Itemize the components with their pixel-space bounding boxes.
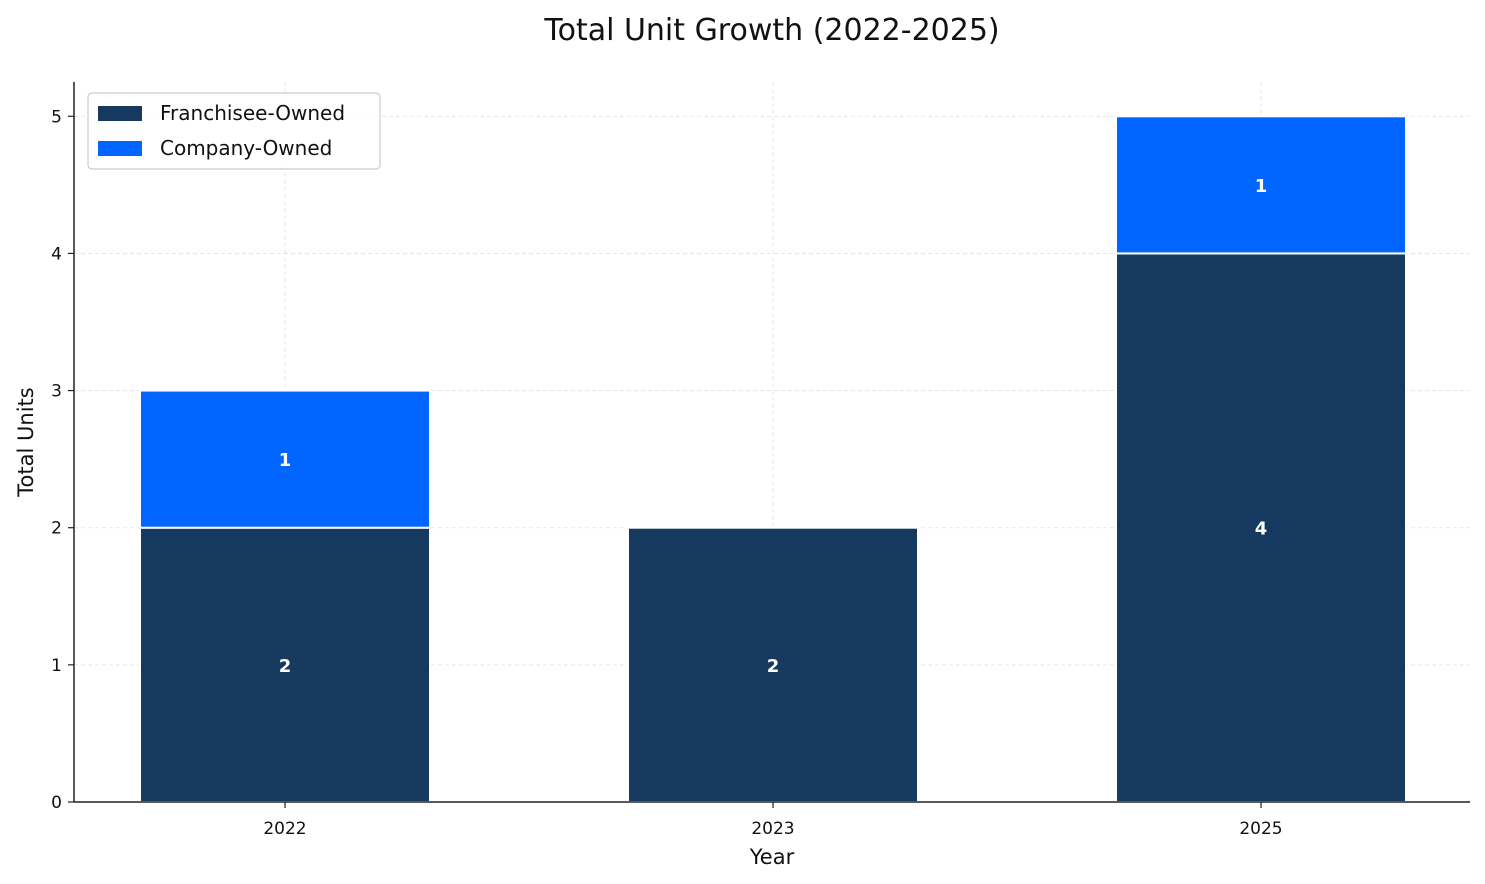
y-tick-label: 0 (51, 793, 62, 813)
bar-value-label: 2 (279, 656, 292, 677)
bar-value-label: 4 (1255, 519, 1268, 540)
y-tick-label: 3 (51, 382, 62, 402)
legend-label: Company-Owned (160, 136, 332, 160)
bar-company-owned-2025 (1115, 115, 1407, 255)
y-axis-label: Total Units (14, 387, 38, 497)
y-tick-label: 1 (51, 656, 62, 676)
chart-title: Total Unit Growth (2022-2025) (543, 13, 999, 48)
x-tick-label: 2025 (1239, 819, 1282, 839)
legend-label: Franchisee-Owned (160, 101, 345, 125)
bar-labels: 2 1 2 4 1 (279, 176, 1268, 677)
legend-swatch (98, 141, 142, 156)
bars (139, 115, 1407, 803)
legend-swatch (98, 106, 142, 121)
x-tick-label: 2022 (263, 819, 306, 839)
y-tick-label: 4 (51, 244, 62, 264)
x-axis-label: Year (749, 845, 795, 869)
y-axis-ticks: 0 1 2 3 4 5 (51, 107, 74, 813)
bar-value-label: 1 (279, 450, 292, 471)
axes (73, 82, 1470, 803)
bar-company-owned-2022 (139, 389, 431, 529)
bar-value-label: 2 (767, 656, 780, 677)
y-tick-label: 5 (51, 107, 62, 127)
bar-value-label: 1 (1255, 176, 1268, 197)
x-tick-label: 2023 (751, 819, 794, 839)
x-axis-ticks: 2022 2023 2025 (263, 802, 1283, 839)
bar-franchisee-owned-2023 (627, 526, 919, 803)
y-tick-label: 2 (51, 519, 62, 539)
legend-frame (87, 92, 381, 170)
legend: Franchisee-Owned Company-Owned (87, 92, 381, 170)
